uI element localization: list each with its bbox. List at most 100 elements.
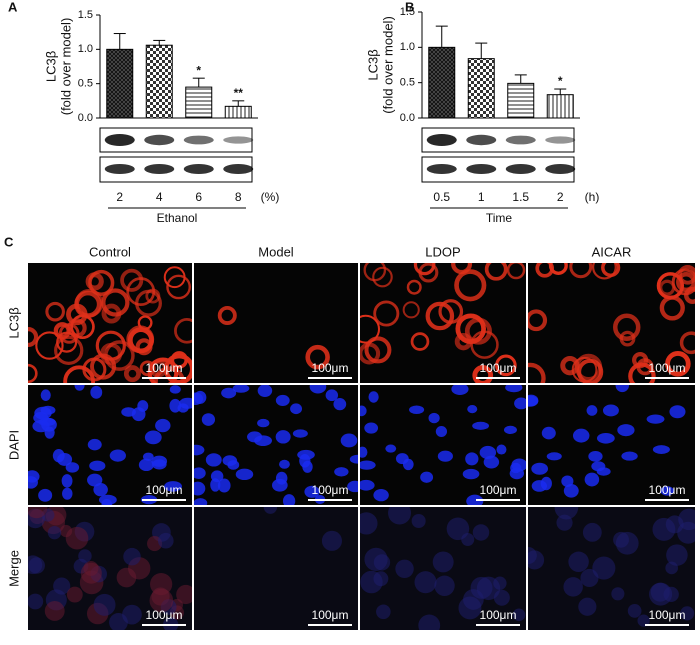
nucleus: [257, 418, 270, 428]
nucleus: [89, 460, 106, 472]
nucleus: [194, 444, 205, 456]
nucleus: [299, 453, 311, 468]
x-axis-label: Ethanol: [157, 211, 198, 225]
nucleus: [360, 405, 367, 417]
merge-cell: [493, 576, 507, 590]
nucleus: [347, 480, 358, 493]
merge-cell: [463, 589, 484, 610]
nucleus: [164, 481, 183, 492]
significance: **: [234, 86, 244, 100]
cell: [137, 315, 153, 331]
x-tick-label: 8: [235, 190, 242, 204]
cell: [28, 363, 38, 383]
merge-cell: [649, 582, 673, 606]
cell: [101, 303, 122, 324]
cells: [528, 263, 695, 383]
cell: [560, 355, 580, 376]
nucleus: [467, 404, 478, 414]
merge-cell: [568, 551, 589, 573]
merge-cell: [176, 584, 192, 605]
cell: [100, 342, 123, 365]
nucleus: [333, 398, 347, 411]
nucleus: [194, 481, 206, 496]
x-unit: (%): [261, 190, 280, 204]
nucleus: [138, 458, 154, 472]
merge-cell: [472, 524, 490, 541]
merge-cell: [93, 593, 116, 616]
cell: [528, 362, 546, 383]
merge-cell: [680, 606, 695, 621]
cells: [360, 385, 526, 505]
blot-band: [183, 135, 214, 145]
cells: [360, 263, 526, 383]
nucleus: [279, 459, 290, 469]
merge-cell: [665, 561, 679, 575]
merge-cell: [149, 588, 174, 613]
x-unit: (h): [585, 190, 600, 204]
cell: [364, 336, 392, 364]
blot-band: [144, 134, 175, 146]
nucleus: [40, 389, 51, 401]
nucleus: [272, 478, 288, 492]
y-tick-label: 1.5: [400, 6, 415, 18]
bar: [185, 86, 213, 119]
nucleus: [615, 385, 630, 393]
scale-bar-label: 100μm: [146, 608, 183, 622]
cell: [101, 288, 130, 317]
row-label: DAPI: [6, 430, 21, 460]
scale-bar-label: 100μm: [146, 483, 183, 497]
merge-cell: [83, 560, 99, 576]
x-axis-label: Time: [486, 211, 513, 225]
nucleus: [531, 462, 549, 475]
cell: [425, 301, 455, 331]
cell: [683, 286, 695, 304]
nucleus: [38, 488, 53, 502]
cell: [592, 263, 617, 280]
y-axis-label: (fold over model): [58, 18, 73, 116]
cell: [28, 327, 39, 347]
merge-cell: [376, 604, 391, 620]
cell: [410, 332, 430, 351]
nucleus: [646, 414, 665, 424]
cell: [135, 289, 162, 317]
nucleus: [437, 450, 453, 462]
nucleus: [87, 438, 102, 451]
cells: [28, 266, 192, 383]
nucleus: [505, 385, 523, 393]
blot-band: [466, 134, 497, 146]
merge-cell: [28, 593, 44, 610]
merge-cell: [360, 570, 383, 594]
nucleus: [201, 413, 216, 426]
nucleus: [121, 407, 136, 417]
merge-cell: [592, 556, 616, 580]
cell: [56, 331, 78, 353]
nucleus: [621, 451, 638, 461]
nucleus: [420, 471, 434, 483]
nucleus: [290, 403, 303, 415]
nucleus: [334, 467, 349, 477]
row-label: Merge: [6, 550, 21, 587]
y-tick-label: 0.0: [400, 112, 415, 124]
nucleus: [462, 468, 480, 480]
x-tick-label: 2: [116, 190, 123, 204]
nucleus: [34, 406, 52, 420]
micrograph: [194, 507, 358, 630]
merge-cell: [615, 531, 639, 555]
cell: [472, 365, 494, 383]
nucleus: [586, 405, 598, 416]
nucleus: [194, 467, 206, 480]
cell: [628, 362, 656, 383]
cell: [484, 263, 508, 281]
merge-cell: [59, 524, 73, 538]
blot-band: [144, 164, 175, 174]
nucleus: [503, 425, 517, 434]
merge-cell: [563, 577, 583, 597]
nucleus: [235, 468, 254, 481]
nucleus: [304, 485, 320, 498]
cell: [360, 314, 381, 344]
cells: [194, 385, 358, 505]
merge-cell: [432, 551, 454, 573]
cell: [120, 268, 144, 292]
nucleus: [179, 397, 192, 409]
